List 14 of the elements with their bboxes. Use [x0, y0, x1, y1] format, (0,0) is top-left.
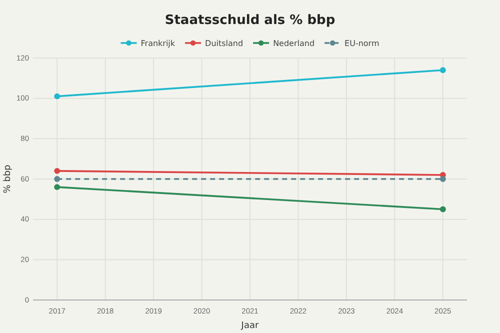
legend-label: Nederland [273, 39, 315, 48]
point [54, 93, 60, 100]
legend-label: EU-norm [344, 39, 380, 48]
legend-label: Duitsland [205, 39, 244, 48]
x-axis-title: Jaar [240, 321, 259, 331]
point [440, 176, 446, 182]
y-axis-title: % bbp [3, 164, 13, 194]
legend-label: Frankrijk [140, 39, 176, 48]
point [440, 206, 446, 212]
point [54, 168, 60, 174]
point [54, 176, 60, 182]
chart-title: Staatsschuld als % bbp [164, 13, 336, 28]
point [54, 184, 60, 190]
point [440, 67, 446, 74]
